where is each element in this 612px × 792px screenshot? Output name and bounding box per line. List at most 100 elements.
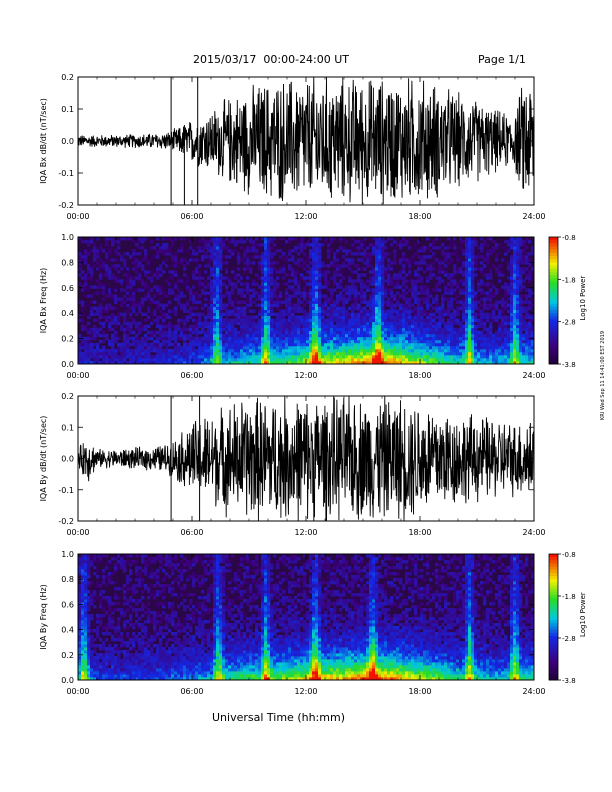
colorbar-swatch bbox=[549, 360, 558, 365]
spectrogram-cell bbox=[309, 339, 313, 344]
spectrogram-cell bbox=[375, 252, 379, 256]
spectrogram-cell bbox=[483, 351, 487, 356]
spectrogram-cell bbox=[87, 321, 91, 326]
spectrogram-cell bbox=[444, 273, 448, 277]
spectrogram-cell bbox=[453, 336, 457, 341]
spectrogram-cell bbox=[285, 306, 289, 310]
spectrogram-cell bbox=[216, 324, 220, 329]
spectrogram-cell bbox=[99, 285, 103, 289]
spectrogram-cell bbox=[294, 357, 298, 362]
spectrogram-cell bbox=[240, 336, 244, 341]
spectrogram-cell bbox=[264, 279, 268, 283]
spectrogram-cell bbox=[204, 345, 208, 350]
spectrogram-cell bbox=[246, 336, 250, 341]
spectrogram-cell bbox=[357, 330, 361, 335]
spectrogram-cell bbox=[231, 300, 235, 304]
spectrogram-cell bbox=[228, 303, 232, 307]
spectrogram-cell bbox=[270, 291, 274, 295]
spectrogram-cell bbox=[447, 330, 451, 335]
spectrogram-cell bbox=[93, 354, 97, 359]
spectrogram-cell bbox=[108, 315, 112, 320]
spectrogram-cell bbox=[348, 339, 352, 344]
spectrogram-cell bbox=[411, 288, 415, 292]
spectrogram-cell bbox=[456, 348, 460, 353]
spectrogram-cell bbox=[456, 318, 460, 323]
spectrogram-cell bbox=[237, 279, 241, 283]
spectrogram-cell bbox=[432, 288, 436, 292]
spectrogram-cell bbox=[330, 351, 334, 356]
spectrogram-cell bbox=[183, 303, 187, 307]
spectrogram-cell bbox=[111, 312, 115, 317]
spectrogram-cell bbox=[219, 282, 223, 286]
spectrogram-cell bbox=[513, 285, 517, 289]
spectrogram-cell bbox=[234, 318, 238, 323]
spectrogram-cell bbox=[453, 243, 457, 247]
spectrogram-cell bbox=[117, 342, 121, 347]
spectrogram-cell bbox=[279, 300, 283, 304]
spectrogram-cell bbox=[369, 318, 373, 323]
spectrogram-cell bbox=[258, 327, 262, 332]
spectrogram-cell bbox=[300, 237, 304, 241]
spectrogram-cell bbox=[228, 339, 232, 344]
spectrogram-cell bbox=[471, 258, 475, 262]
spectrogram-cell bbox=[348, 264, 352, 268]
spectrogram-cell bbox=[288, 333, 292, 338]
spectrogram-cell bbox=[225, 294, 229, 298]
spectrogram-cell bbox=[354, 297, 358, 301]
spectrogram-cell bbox=[375, 300, 379, 304]
spectrogram-cell bbox=[402, 264, 406, 268]
spectrogram-cell bbox=[480, 345, 484, 350]
spectrogram-cell bbox=[483, 336, 487, 341]
spectrogram-cell bbox=[285, 240, 289, 244]
spectrogram-cell bbox=[528, 357, 532, 362]
spectrogram-cell bbox=[273, 333, 277, 338]
spectrogram-cell bbox=[516, 357, 520, 362]
spectrogram-cell bbox=[450, 303, 454, 307]
spectrogram-cell bbox=[183, 258, 187, 262]
spectrogram-cell bbox=[132, 276, 136, 280]
spectrogram-cell bbox=[231, 291, 235, 295]
spectrogram-cell bbox=[522, 345, 526, 350]
spectrogram-cell bbox=[297, 333, 301, 338]
spectrogram-cell bbox=[141, 351, 145, 356]
spectrogram-cell bbox=[321, 324, 325, 329]
spectrogram-cell bbox=[189, 354, 193, 359]
spectrogram-cell bbox=[507, 306, 511, 310]
spectrogram-cell bbox=[390, 333, 394, 338]
spectrogram-cell bbox=[504, 282, 508, 286]
spectrogram-cell bbox=[261, 267, 265, 271]
spectrogram-cell bbox=[396, 261, 400, 265]
spectrogram-cell bbox=[309, 360, 313, 365]
spectrogram-cell bbox=[507, 243, 511, 247]
spectrogram-cell bbox=[324, 339, 328, 344]
spectrogram-cell bbox=[258, 321, 262, 326]
spectrogram-cell bbox=[516, 342, 520, 347]
spectrogram-cell bbox=[411, 261, 415, 265]
spectrogram-cell bbox=[252, 294, 256, 298]
spectrogram-cell bbox=[237, 261, 241, 265]
spectrogram-cell bbox=[339, 264, 343, 268]
spectrogram-cell bbox=[231, 342, 235, 347]
spectrogram-cell bbox=[78, 360, 82, 365]
spectrogram-cell bbox=[96, 309, 100, 313]
spectrogram-cell bbox=[429, 318, 433, 323]
spectrogram-cell bbox=[351, 252, 355, 256]
spectrogram-cell bbox=[378, 351, 382, 356]
spectrogram-cell bbox=[255, 342, 259, 347]
spectrogram-cell bbox=[111, 348, 115, 353]
spectrogram-cell bbox=[78, 653, 82, 657]
spectrogram-cell bbox=[525, 267, 529, 271]
spectrogram-cell bbox=[282, 309, 286, 313]
spectrogram-cell bbox=[453, 309, 457, 313]
spectrogram-cell bbox=[78, 348, 82, 353]
spectrogram-cell bbox=[96, 255, 100, 259]
spectrogram-cell bbox=[378, 246, 382, 250]
spectrogram-cell bbox=[90, 327, 94, 332]
spectrogram-cell bbox=[132, 303, 136, 307]
spectrogram-cell bbox=[432, 333, 436, 338]
spectrogram-cell bbox=[159, 324, 163, 329]
spectrogram-cell bbox=[99, 264, 103, 268]
spectrogram-cell bbox=[495, 267, 499, 271]
spectrogram-cell bbox=[423, 261, 427, 265]
spectrogram-cell bbox=[327, 321, 331, 326]
